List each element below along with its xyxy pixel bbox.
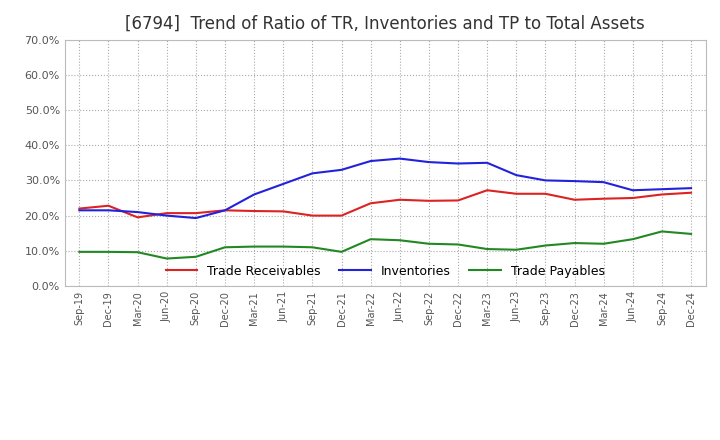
Trade Payables [570,240,579,246]
Inventories [366,158,375,164]
Legend: Trade Receivables, Inventories, Trade Payables: Trade Receivables, Inventories, Trade Pa… [160,259,611,285]
Trade Payables [250,244,258,249]
Trade Payables [163,256,171,261]
Inventories [250,192,258,197]
Line: Inventories: Inventories [79,158,691,218]
Inventories [192,216,200,221]
Trade Receivables [541,191,550,196]
Trade Payables [220,245,229,250]
Trade Receivables [133,215,142,220]
Trade Receivables [308,213,317,218]
Trade Receivables [75,206,84,211]
Inventories [395,156,404,161]
Line: Trade Receivables: Trade Receivables [79,190,691,217]
Inventories [133,209,142,215]
Trade Payables [279,244,287,249]
Inventories [220,208,229,213]
Trade Receivables [629,195,637,201]
Trade Receivables [657,192,666,197]
Trade Payables [629,237,637,242]
Inventories [425,159,433,165]
Inventories [687,186,696,191]
Inventories [629,187,637,193]
Trade Payables [75,249,84,254]
Inventories [75,208,84,213]
Trade Receivables [163,210,171,216]
Trade Payables [657,229,666,234]
Inventories [104,208,113,213]
Trade Payables [425,241,433,246]
Trade Payables [541,243,550,248]
Trade Receivables [687,190,696,195]
Trade Payables [366,237,375,242]
Inventories [541,178,550,183]
Inventories [657,187,666,192]
Inventories [308,171,317,176]
Trade Receivables [599,196,608,202]
Line: Trade Payables: Trade Payables [79,231,691,259]
Title: [6794]  Trend of Ratio of TR, Inventories and TP to Total Assets: [6794] Trend of Ratio of TR, Inventories… [125,15,645,33]
Inventories [512,172,521,178]
Trade Receivables [104,203,113,209]
Inventories [163,213,171,218]
Inventories [570,179,579,184]
Trade Payables [133,249,142,255]
Trade Receivables [220,208,229,213]
Trade Receivables [279,209,287,214]
Trade Receivables [512,191,521,196]
Trade Receivables [250,209,258,214]
Trade Payables [104,249,113,254]
Inventories [599,180,608,185]
Trade Receivables [395,197,404,202]
Trade Receivables [192,210,200,216]
Trade Receivables [483,187,492,193]
Trade Payables [395,238,404,243]
Trade Payables [512,247,521,253]
Trade Receivables [366,201,375,206]
Trade Receivables [337,213,346,218]
Inventories [454,161,462,166]
Inventories [337,167,346,172]
Trade Receivables [425,198,433,203]
Trade Payables [599,241,608,246]
Inventories [483,160,492,165]
Inventories [279,181,287,187]
Trade Payables [483,246,492,252]
Trade Payables [192,254,200,260]
Trade Receivables [454,198,462,203]
Trade Payables [308,245,317,250]
Trade Payables [454,242,462,247]
Trade Payables [687,231,696,237]
Trade Receivables [570,197,579,202]
Trade Payables [337,249,346,254]
